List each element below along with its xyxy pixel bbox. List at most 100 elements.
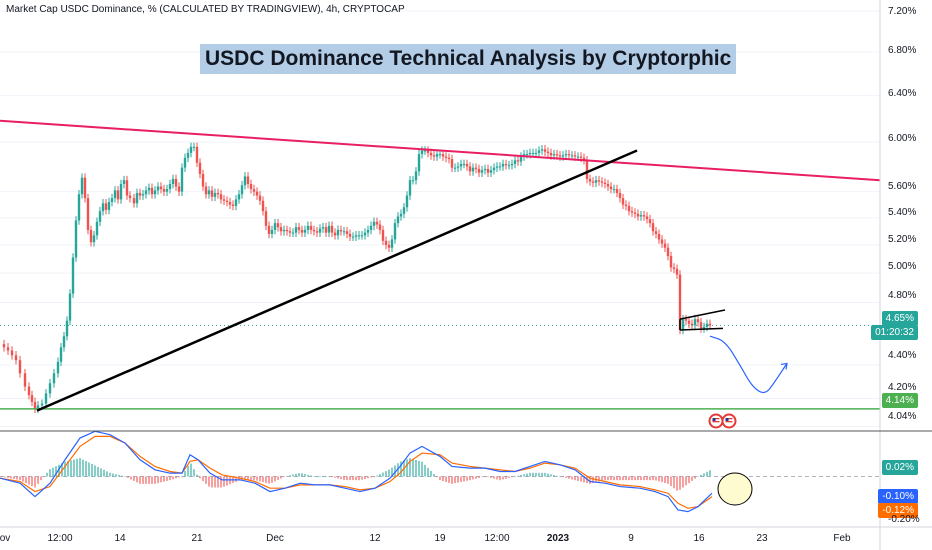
- macd-histogram-bar: [334, 476, 336, 478]
- macd-histogram-bar: [376, 475, 378, 477]
- signal-line: [0, 435, 713, 509]
- macd-histogram-bar: [406, 459, 408, 477]
- macd-histogram-bar: [682, 476, 684, 488]
- candle-body: [345, 231, 349, 234]
- candle-body: [456, 166, 460, 168]
- macd-histogram-bar: [91, 463, 93, 477]
- candle-body: [119, 184, 123, 200]
- candle-body: [150, 187, 154, 195]
- time-tick-label: 14: [114, 533, 126, 544]
- macd-histogram-bar: [82, 459, 84, 477]
- candle-body: [10, 350, 14, 356]
- candle-body: [555, 154, 559, 156]
- candle-body: [276, 223, 280, 228]
- macd-histogram-bar: [691, 476, 693, 481]
- candle-body: [438, 154, 442, 156]
- candle-body: [135, 192, 139, 204]
- macd-histogram-bar: [463, 476, 465, 482]
- candle-body: [219, 194, 223, 200]
- macd-histogram-bar: [271, 476, 273, 483]
- price-tick-label: 7.20%: [888, 6, 917, 17]
- macd-histogram-bar: [415, 459, 417, 477]
- macd-histogram-bar: [283, 476, 285, 478]
- candle-body: [189, 146, 193, 153]
- candle-body: [56, 361, 60, 374]
- macd-histogram-bar: [418, 460, 420, 477]
- candle-body: [450, 159, 454, 168]
- macd-histogram-bar: [610, 476, 612, 481]
- candle-body: [357, 235, 361, 237]
- candle-body: [360, 235, 364, 237]
- candle-body: [162, 189, 166, 192]
- candle-body: [74, 220, 78, 258]
- macd-histogram-bar: [322, 476, 324, 478]
- candle-body: [198, 162, 202, 174]
- macd-histogram-bar: [40, 476, 42, 481]
- macd-histogram-bar: [442, 476, 444, 482]
- macd-histogram-bar: [130, 476, 132, 480]
- macd-histogram-bar: [73, 459, 75, 477]
- candle-body: [6, 347, 10, 351]
- macd-histogram-bar: [541, 472, 543, 477]
- macd-histogram-bar: [187, 465, 189, 477]
- macd-histogram-bar: [433, 474, 435, 477]
- macd-histogram-bar: [190, 463, 192, 477]
- candle-body: [510, 163, 514, 166]
- candle-body: [23, 373, 27, 387]
- candle-body: [705, 323, 709, 327]
- time-tick-label: 16: [693, 533, 705, 544]
- macd-histogram-bar: [19, 476, 21, 481]
- candle-body: [402, 207, 406, 214]
- macd-histogram-bar: [562, 476, 564, 478]
- macd-histogram-bar: [166, 476, 168, 481]
- macd-histogram-bar: [679, 476, 681, 490]
- time-tick-label: 12:00: [47, 533, 73, 544]
- candle-body: [333, 232, 337, 236]
- candle-body: [33, 401, 37, 409]
- macd-histogram-bar: [490, 476, 492, 478]
- macd-histogram-bar: [184, 470, 186, 477]
- macd-histogram-bar: [10, 476, 12, 479]
- macd-histogram-bar: [538, 472, 540, 477]
- macd-histogram-bar: [505, 476, 507, 479]
- candle-body: [168, 184, 172, 190]
- candle-body: [71, 257, 75, 294]
- candle-body: [89, 229, 93, 243]
- macd-histogram-bar: [124, 476, 126, 478]
- signal-value-tag: -0.12%: [878, 503, 918, 518]
- macd-histogram-bar: [457, 476, 459, 483]
- macd-histogram-bar: [472, 476, 474, 480]
- candle-body: [396, 216, 400, 224]
- flag-upper-line: [679, 309, 726, 320]
- candle-body: [429, 152, 433, 156]
- macd-histogram-bar: [673, 476, 675, 489]
- macd-histogram-bar: [706, 471, 708, 477]
- candle-body: [618, 192, 622, 199]
- macd-histogram-bar: [256, 476, 258, 481]
- macd-histogram-bar: [274, 476, 276, 482]
- candle-body: [222, 199, 226, 201]
- macd-histogram-bar: [436, 476, 438, 478]
- macd-histogram-bar: [340, 476, 342, 480]
- macd-histogram-bar: [304, 474, 306, 477]
- price-gridlines: [0, 10, 880, 427]
- candle-body: [195, 146, 199, 163]
- candle-body: [165, 189, 169, 192]
- macd-histogram-bar: [367, 476, 369, 479]
- macd-histogram-bar: [79, 458, 81, 477]
- macd-histogram-bar: [532, 472, 534, 477]
- candle-body: [564, 154, 568, 156]
- candle-body: [489, 170, 493, 173]
- macd-histogram-bar: [55, 466, 57, 477]
- candle-body: [498, 166, 502, 168]
- macd-histogram-bar: [655, 476, 657, 481]
- candle-body: [600, 181, 604, 183]
- macd-histogram-bar: [136, 476, 138, 483]
- macd-histogram-bar: [694, 476, 696, 479]
- candle-body: [675, 268, 679, 275]
- candle-body: [414, 171, 418, 181]
- macd-histogram-bar: [508, 476, 510, 478]
- candle-body: [654, 231, 658, 234]
- candle-body: [540, 149, 544, 151]
